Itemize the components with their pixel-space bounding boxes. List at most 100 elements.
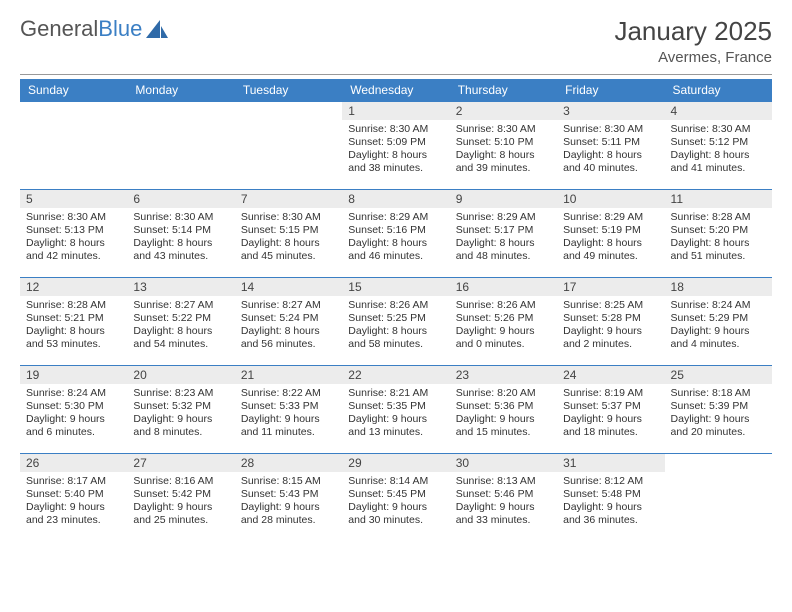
- day-details: Sunrise: 8:15 AMSunset: 5:43 PMDaylight:…: [235, 472, 342, 532]
- day-number: 18: [665, 278, 772, 296]
- day-number: 12: [20, 278, 127, 296]
- day-number: 24: [557, 366, 664, 384]
- day-cell: 4Sunrise: 8:30 AMSunset: 5:12 PMDaylight…: [665, 102, 772, 190]
- day-number: 5: [20, 190, 127, 208]
- logo: GeneralBlue: [20, 16, 168, 42]
- day-number: 21: [235, 366, 342, 384]
- day-number: 9: [450, 190, 557, 208]
- calendar-body: 1Sunrise: 8:30 AMSunset: 5:09 PMDaylight…: [20, 102, 772, 542]
- day-details: Sunrise: 8:17 AMSunset: 5:40 PMDaylight:…: [20, 472, 127, 532]
- day-cell: 14Sunrise: 8:27 AMSunset: 5:24 PMDayligh…: [235, 278, 342, 366]
- day-details: Sunrise: 8:29 AMSunset: 5:19 PMDaylight:…: [557, 208, 664, 268]
- day-cell: 16Sunrise: 8:26 AMSunset: 5:26 PMDayligh…: [450, 278, 557, 366]
- day-number: 29: [342, 454, 449, 472]
- logo-text: GeneralBlue: [20, 16, 142, 42]
- day-cell: 27Sunrise: 8:16 AMSunset: 5:42 PMDayligh…: [127, 454, 234, 542]
- day-number: 4: [665, 102, 772, 120]
- day-cell: 30Sunrise: 8:13 AMSunset: 5:46 PMDayligh…: [450, 454, 557, 542]
- day-cell: 13Sunrise: 8:27 AMSunset: 5:22 PMDayligh…: [127, 278, 234, 366]
- month-title: January 2025: [614, 16, 772, 47]
- day-cell: 3Sunrise: 8:30 AMSunset: 5:11 PMDaylight…: [557, 102, 664, 190]
- day-number: 13: [127, 278, 234, 296]
- header-divider: [20, 74, 772, 75]
- day-number: 20: [127, 366, 234, 384]
- day-header: Sunday: [20, 79, 127, 102]
- day-details: Sunrise: 8:27 AMSunset: 5:22 PMDaylight:…: [127, 296, 234, 356]
- day-cell: 18Sunrise: 8:24 AMSunset: 5:29 PMDayligh…: [665, 278, 772, 366]
- day-details: Sunrise: 8:25 AMSunset: 5:28 PMDaylight:…: [557, 296, 664, 356]
- day-cell: 7Sunrise: 8:30 AMSunset: 5:15 PMDaylight…: [235, 190, 342, 278]
- day-number: 1: [342, 102, 449, 120]
- day-cell: 15Sunrise: 8:26 AMSunset: 5:25 PMDayligh…: [342, 278, 449, 366]
- day-number: 19: [20, 366, 127, 384]
- day-details: Sunrise: 8:18 AMSunset: 5:39 PMDaylight:…: [665, 384, 772, 444]
- day-details: Sunrise: 8:26 AMSunset: 5:25 PMDaylight:…: [342, 296, 449, 356]
- day-header: Saturday: [665, 79, 772, 102]
- day-details: Sunrise: 8:12 AMSunset: 5:48 PMDaylight:…: [557, 472, 664, 532]
- day-number: 25: [665, 366, 772, 384]
- day-details: Sunrise: 8:21 AMSunset: 5:35 PMDaylight:…: [342, 384, 449, 444]
- day-details: Sunrise: 8:30 AMSunset: 5:09 PMDaylight:…: [342, 120, 449, 180]
- day-details: Sunrise: 8:30 AMSunset: 5:13 PMDaylight:…: [20, 208, 127, 268]
- logo-sail-icon: [146, 20, 168, 38]
- day-details: Sunrise: 8:28 AMSunset: 5:20 PMDaylight:…: [665, 208, 772, 268]
- calendar-head: SundayMondayTuesdayWednesdayThursdayFrid…: [20, 79, 772, 102]
- empty-cell: [235, 102, 342, 190]
- day-number: 16: [450, 278, 557, 296]
- day-number: 22: [342, 366, 449, 384]
- day-number: 26: [20, 454, 127, 472]
- day-cell: 5Sunrise: 8:30 AMSunset: 5:13 PMDaylight…: [20, 190, 127, 278]
- week-row: 5Sunrise: 8:30 AMSunset: 5:13 PMDaylight…: [20, 190, 772, 278]
- day-number: 28: [235, 454, 342, 472]
- day-header: Tuesday: [235, 79, 342, 102]
- day-cell: 24Sunrise: 8:19 AMSunset: 5:37 PMDayligh…: [557, 366, 664, 454]
- day-number: 6: [127, 190, 234, 208]
- day-details: Sunrise: 8:19 AMSunset: 5:37 PMDaylight:…: [557, 384, 664, 444]
- day-cell: 22Sunrise: 8:21 AMSunset: 5:35 PMDayligh…: [342, 366, 449, 454]
- day-number: 14: [235, 278, 342, 296]
- logo-text-1: General: [20, 16, 98, 41]
- day-cell: 10Sunrise: 8:29 AMSunset: 5:19 PMDayligh…: [557, 190, 664, 278]
- day-number: 2: [450, 102, 557, 120]
- day-details: Sunrise: 8:23 AMSunset: 5:32 PMDaylight:…: [127, 384, 234, 444]
- day-number: 30: [450, 454, 557, 472]
- day-cell: 11Sunrise: 8:28 AMSunset: 5:20 PMDayligh…: [665, 190, 772, 278]
- day-details: Sunrise: 8:28 AMSunset: 5:21 PMDaylight:…: [20, 296, 127, 356]
- day-details: Sunrise: 8:27 AMSunset: 5:24 PMDaylight:…: [235, 296, 342, 356]
- day-cell: 29Sunrise: 8:14 AMSunset: 5:45 PMDayligh…: [342, 454, 449, 542]
- day-cell: 1Sunrise: 8:30 AMSunset: 5:09 PMDaylight…: [342, 102, 449, 190]
- day-details: Sunrise: 8:29 AMSunset: 5:17 PMDaylight:…: [450, 208, 557, 268]
- day-details: Sunrise: 8:30 AMSunset: 5:12 PMDaylight:…: [665, 120, 772, 180]
- day-details: Sunrise: 8:24 AMSunset: 5:30 PMDaylight:…: [20, 384, 127, 444]
- day-cell: 28Sunrise: 8:15 AMSunset: 5:43 PMDayligh…: [235, 454, 342, 542]
- day-details: Sunrise: 8:30 AMSunset: 5:15 PMDaylight:…: [235, 208, 342, 268]
- empty-cell: [665, 454, 772, 542]
- day-details: Sunrise: 8:26 AMSunset: 5:26 PMDaylight:…: [450, 296, 557, 356]
- day-number: 23: [450, 366, 557, 384]
- week-row: 12Sunrise: 8:28 AMSunset: 5:21 PMDayligh…: [20, 278, 772, 366]
- day-cell: 31Sunrise: 8:12 AMSunset: 5:48 PMDayligh…: [557, 454, 664, 542]
- week-row: 1Sunrise: 8:30 AMSunset: 5:09 PMDaylight…: [20, 102, 772, 190]
- day-number: 8: [342, 190, 449, 208]
- day-details: Sunrise: 8:16 AMSunset: 5:42 PMDaylight:…: [127, 472, 234, 532]
- day-header: Friday: [557, 79, 664, 102]
- day-cell: 2Sunrise: 8:30 AMSunset: 5:10 PMDaylight…: [450, 102, 557, 190]
- day-cell: 21Sunrise: 8:22 AMSunset: 5:33 PMDayligh…: [235, 366, 342, 454]
- day-cell: 12Sunrise: 8:28 AMSunset: 5:21 PMDayligh…: [20, 278, 127, 366]
- week-row: 26Sunrise: 8:17 AMSunset: 5:40 PMDayligh…: [20, 454, 772, 542]
- empty-cell: [20, 102, 127, 190]
- day-details: Sunrise: 8:29 AMSunset: 5:16 PMDaylight:…: [342, 208, 449, 268]
- day-details: Sunrise: 8:14 AMSunset: 5:45 PMDaylight:…: [342, 472, 449, 532]
- calendar-table: SundayMondayTuesdayWednesdayThursdayFrid…: [20, 79, 772, 542]
- day-details: Sunrise: 8:30 AMSunset: 5:11 PMDaylight:…: [557, 120, 664, 180]
- day-cell: 17Sunrise: 8:25 AMSunset: 5:28 PMDayligh…: [557, 278, 664, 366]
- day-cell: 6Sunrise: 8:30 AMSunset: 5:14 PMDaylight…: [127, 190, 234, 278]
- week-row: 19Sunrise: 8:24 AMSunset: 5:30 PMDayligh…: [20, 366, 772, 454]
- header: GeneralBlue January 2025 Avermes, France: [20, 16, 772, 66]
- logo-text-2: Blue: [98, 16, 142, 41]
- day-number: 3: [557, 102, 664, 120]
- day-details: Sunrise: 8:24 AMSunset: 5:29 PMDaylight:…: [665, 296, 772, 356]
- day-number: 17: [557, 278, 664, 296]
- day-details: Sunrise: 8:22 AMSunset: 5:33 PMDaylight:…: [235, 384, 342, 444]
- day-number: 10: [557, 190, 664, 208]
